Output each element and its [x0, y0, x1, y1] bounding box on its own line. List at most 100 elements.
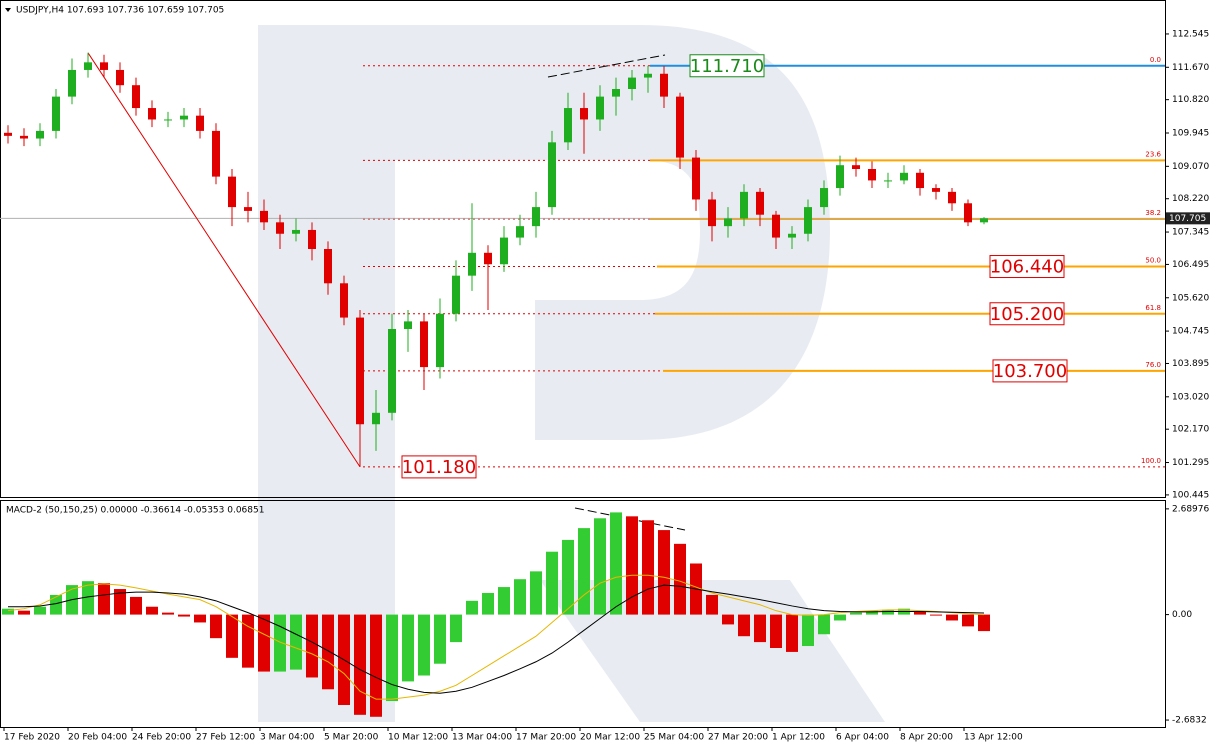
histogram-bar	[2, 608, 14, 615]
price-box-label: 111.710	[690, 56, 764, 77]
candle-body	[772, 214, 780, 238]
candle-body	[68, 69, 76, 97]
candle-body	[756, 191, 764, 215]
histogram-bar	[226, 614, 238, 658]
candle-body	[116, 69, 124, 86]
y-tick-label: 101.295	[1172, 458, 1209, 468]
candle-body	[900, 172, 908, 181]
candle-body	[740, 191, 748, 219]
candle-body	[276, 222, 284, 234]
x-tick-label: 5 Mar 20:00	[324, 733, 379, 743]
histogram-bar	[450, 614, 462, 643]
candle-body	[180, 115, 188, 120]
histogram-bar	[162, 612, 174, 615]
y-tick-label: 103.895	[1172, 359, 1209, 369]
candle-body	[868, 169, 876, 181]
histogram-bar	[786, 614, 798, 652]
candle-body	[324, 249, 332, 284]
histogram-bar	[34, 606, 46, 615]
candle-body	[852, 165, 860, 169]
histogram-bar	[178, 614, 190, 617]
candle-body	[500, 237, 508, 265]
histogram-bar	[930, 614, 942, 616]
histogram-bar	[802, 614, 814, 647]
x-tick-label: 27 Mar 20:00	[708, 733, 768, 743]
candle-body	[964, 203, 972, 223]
candle-body	[292, 229, 300, 234]
price-box-label: 103.700	[993, 361, 1067, 382]
y-tick-label: 106.495	[1172, 260, 1209, 270]
candle-body	[420, 321, 428, 368]
candle-body	[20, 135, 28, 139]
candle-body	[148, 108, 156, 120]
x-tick-label: 10 Mar 12:00	[388, 733, 448, 743]
histogram-bar	[354, 614, 366, 715]
price-box	[992, 359, 1068, 383]
histogram-bar	[274, 614, 286, 672]
candle-body	[340, 283, 348, 318]
candle-body	[452, 275, 460, 314]
macd-panel	[0, 500, 1166, 728]
x-tick-label: 27 Feb 12:00	[196, 733, 255, 743]
candle-body	[356, 317, 364, 425]
price-box-label: 106.440	[990, 257, 1064, 278]
y-tick-label: 107.345	[1172, 228, 1209, 238]
histogram-bar	[578, 528, 590, 615]
histogram-bar	[50, 594, 62, 615]
candle-body	[916, 172, 924, 189]
candle-body	[532, 207, 540, 227]
y-tick-label: 109.945	[1172, 129, 1209, 139]
candle-body	[244, 207, 252, 211]
histogram-bar	[770, 614, 782, 648]
candle-body	[196, 115, 204, 131]
macd-title: MACD-2 (50,150,25) 0.00000 -0.36614 -0.0…	[6, 506, 264, 516]
histogram-bar	[498, 587, 510, 615]
candle-body	[884, 180, 892, 182]
histogram-bar	[722, 614, 734, 625]
histogram-bar	[306, 614, 318, 678]
candle-body	[548, 142, 556, 208]
candle-body	[212, 130, 220, 177]
x-tick-label: 17 Feb 2020	[4, 733, 60, 743]
histogram-bar	[114, 589, 126, 615]
histogram-bar	[882, 609, 894, 615]
candle-body	[164, 119, 172, 121]
y-tick-label: 2.68976	[1172, 504, 1209, 514]
candle-body	[436, 313, 444, 368]
fib-level-label: 76.0	[1145, 361, 1161, 369]
candle-body	[228, 176, 236, 208]
histogram-bar	[834, 614, 846, 621]
y-tick-label: 0.00	[1172, 610, 1192, 620]
last-price-box	[1166, 212, 1210, 225]
candle-body	[260, 210, 268, 223]
histogram-bar	[290, 614, 302, 670]
histogram-bar	[130, 596, 142, 615]
candle-body	[84, 62, 92, 70]
main-line	[8, 584, 985, 694]
histogram-bar	[370, 614, 382, 717]
histogram-bar	[562, 539, 574, 615]
candle-body	[948, 191, 956, 204]
candle-body	[404, 321, 412, 329]
candle-body	[788, 233, 796, 238]
candle-body	[132, 85, 140, 109]
candle-body	[596, 96, 604, 120]
histogram-bar	[242, 614, 254, 668]
candle-body	[980, 218, 988, 223]
candle-body	[804, 207, 812, 234]
divergence-line	[547, 54, 666, 78]
histogram-bar	[978, 614, 990, 632]
candle-body	[628, 77, 636, 89]
candle-body	[36, 130, 44, 139]
x-tick-label: 24 Feb 20:00	[132, 733, 191, 743]
candle-body	[52, 96, 60, 131]
candle-body	[676, 96, 684, 158]
candle-body	[388, 329, 396, 413]
x-tick-label: 25 Mar 04:00	[644, 733, 704, 743]
histogram-bar	[546, 551, 558, 615]
histogram-bar	[610, 512, 622, 615]
signal-line	[7, 574, 985, 700]
histogram-bar	[914, 611, 926, 615]
x-tick-label: 3 Mar 04:00	[260, 733, 315, 743]
